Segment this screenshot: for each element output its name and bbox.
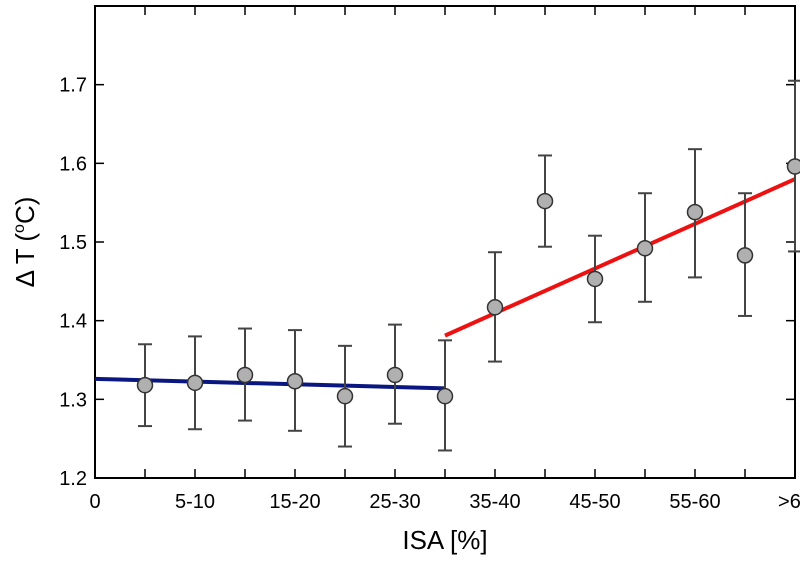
fit-line xyxy=(444,177,796,338)
data-point xyxy=(236,366,254,384)
y-tick-label: 1.2 xyxy=(59,468,87,490)
data-point xyxy=(736,247,754,264)
data-point xyxy=(186,374,204,392)
x-tick-label: 5-10 xyxy=(175,491,215,513)
y-axis-label: Δ T (oC) xyxy=(10,197,40,288)
x-tick-label: 35-40 xyxy=(469,491,520,513)
data-point xyxy=(536,192,554,210)
x-tick-label: 15-20 xyxy=(269,491,320,513)
x-tick-label: 55-60 xyxy=(669,491,720,513)
x-tick-label: 45-50 xyxy=(569,491,620,513)
data-point xyxy=(386,366,404,384)
data-point xyxy=(586,270,604,288)
data-points xyxy=(136,158,800,405)
x-tick-label: 0 xyxy=(89,491,100,513)
data-point xyxy=(786,158,800,175)
fit-line xyxy=(94,376,446,391)
fit-lines xyxy=(94,177,796,391)
axes: 1.2 1.3 1.4 1.5 1.6 1.7 0 5-10 15-20 25-30 35-40 45… xyxy=(59,6,800,513)
x-tick-label: 25-30 xyxy=(369,491,420,513)
data-point xyxy=(336,387,354,405)
y-tick-label: 1.7 xyxy=(59,75,87,97)
data-point xyxy=(136,376,154,394)
data-point xyxy=(486,299,504,316)
x-tick-label: >65 xyxy=(778,491,800,513)
y-tick-label: 1.5 xyxy=(59,232,87,254)
y-tick-label: 1.4 xyxy=(59,311,87,333)
y-tick-label: 1.3 xyxy=(59,389,87,411)
data-point xyxy=(636,240,654,257)
data-point xyxy=(686,203,704,221)
data-point xyxy=(286,372,304,390)
x-axis-label: ISA [%] xyxy=(402,525,487,555)
y-tick-label: 1.6 xyxy=(59,153,87,175)
data-point xyxy=(436,387,454,405)
